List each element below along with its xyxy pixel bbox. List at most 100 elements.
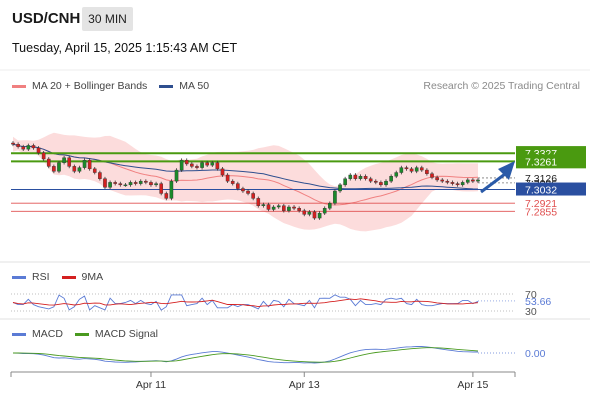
candle-down bbox=[302, 210, 307, 215]
candle-down bbox=[256, 198, 261, 206]
candle-up bbox=[322, 208, 327, 214]
candle-up bbox=[57, 162, 61, 172]
candle-down bbox=[159, 183, 163, 194]
currency-pair-title: USD/CNH bbox=[12, 10, 81, 27]
candle-down bbox=[144, 180, 148, 183]
legend-label-macd: MACD bbox=[32, 328, 63, 340]
price-tag-resistance: 7.3261 bbox=[525, 156, 557, 168]
candle-up bbox=[261, 204, 266, 206]
candle-down bbox=[297, 208, 301, 211]
candle-up bbox=[460, 182, 465, 186]
price-tag-pivot: 7.3032 bbox=[525, 185, 557, 197]
candle-down bbox=[374, 180, 378, 183]
chart-header: USD/CNH 30 MIN Tuesday, April 15, 2025 1… bbox=[0, 0, 590, 70]
candle-down bbox=[205, 162, 209, 166]
macd-line bbox=[12, 346, 478, 364]
9ma-swatch bbox=[61, 275, 76, 279]
timestamp: Tuesday, April 15, 2025 1:15:43 AM CET bbox=[12, 41, 238, 55]
rsi-level-label: 30 bbox=[525, 306, 537, 318]
candle-down bbox=[103, 178, 107, 188]
macd-value-label: 0.00 bbox=[525, 348, 546, 360]
candle-up bbox=[307, 211, 312, 215]
x-axis-label: Apr 13 bbox=[289, 379, 320, 391]
candle-up bbox=[343, 178, 347, 186]
candle-down bbox=[450, 182, 455, 184]
ma20-swatch bbox=[12, 84, 26, 88]
legend-label-ma20: MA 20 + Bollinger Bands bbox=[32, 80, 148, 92]
legend-item-ma50: MA 50 bbox=[159, 80, 209, 92]
x-axis-label: Apr 15 bbox=[457, 379, 488, 391]
candle-up bbox=[333, 190, 337, 204]
ma50-swatch bbox=[159, 84, 174, 88]
timeframe-button[interactable]: 30 MIN bbox=[82, 7, 133, 31]
legend-label-rsi: RSI bbox=[32, 271, 50, 283]
forecast-arrow-shaft bbox=[480, 172, 506, 194]
legend-item-rsi: RSI bbox=[12, 271, 50, 283]
candle-down bbox=[312, 211, 317, 219]
candle-up bbox=[169, 180, 174, 199]
price-tag-support: 7.2855 bbox=[525, 206, 557, 218]
candle-up bbox=[138, 180, 143, 184]
macd-signal-line bbox=[13, 347, 479, 363]
candle-up bbox=[399, 167, 404, 173]
candle-up bbox=[200, 162, 204, 168]
candle-down bbox=[435, 177, 439, 181]
candle-up bbox=[77, 167, 82, 172]
candle-down bbox=[16, 144, 20, 147]
candle-up bbox=[389, 176, 393, 182]
candle-down bbox=[21, 146, 26, 150]
candle-up bbox=[276, 205, 281, 208]
price-tag-support: 7.2921 bbox=[525, 198, 557, 210]
candle-down bbox=[236, 183, 240, 189]
candle-down bbox=[425, 169, 429, 174]
candle-down bbox=[36, 147, 41, 154]
candle-down bbox=[220, 168, 225, 176]
candle-up bbox=[384, 180, 388, 186]
candle-up bbox=[476, 179, 480, 182]
candle-down bbox=[455, 183, 460, 186]
candle-up bbox=[26, 145, 31, 150]
candle-up bbox=[348, 174, 353, 179]
candle-up bbox=[174, 169, 179, 182]
main-legend: MA 20 + Bollinger Bands MA 50 bbox=[12, 80, 221, 92]
macd-legend: MACD MACD Signal bbox=[12, 328, 170, 340]
candle-down bbox=[241, 188, 245, 192]
candle-down bbox=[282, 205, 286, 211]
candle-down bbox=[52, 166, 56, 172]
legend-item-ma20: MA 20 + Bollinger Bands bbox=[12, 80, 147, 92]
forecast-arrow-head bbox=[498, 161, 515, 180]
candle-down bbox=[266, 204, 271, 210]
macd-swatch bbox=[12, 332, 26, 336]
price-tag-bg bbox=[516, 182, 586, 196]
candle-up bbox=[108, 182, 112, 188]
candle-down bbox=[92, 168, 97, 173]
candle-down bbox=[246, 190, 250, 194]
candle-down bbox=[292, 206, 296, 209]
candle-down bbox=[353, 174, 358, 179]
candle-down bbox=[87, 160, 92, 170]
candle-down bbox=[11, 142, 15, 145]
macd-signal-swatch bbox=[74, 332, 89, 336]
rsi-level-label: 70 bbox=[525, 289, 537, 301]
candle-down bbox=[72, 166, 77, 172]
candle-up bbox=[414, 167, 419, 172]
candle-down bbox=[149, 182, 153, 186]
candle-down bbox=[363, 176, 368, 179]
candle-down bbox=[190, 163, 194, 167]
candle-down bbox=[113, 182, 117, 184]
rsi-9ma-line bbox=[12, 298, 479, 308]
candle-up bbox=[179, 160, 184, 171]
candle-up bbox=[123, 184, 128, 187]
candle-down bbox=[379, 182, 383, 186]
candle-down bbox=[251, 193, 255, 199]
candle-up bbox=[338, 184, 342, 192]
candle-up bbox=[358, 176, 363, 179]
candle-down bbox=[215, 162, 220, 170]
candle-up bbox=[82, 160, 87, 168]
candle-down bbox=[419, 167, 424, 171]
candle-down bbox=[404, 167, 409, 170]
candle-down bbox=[471, 179, 475, 182]
candle-down bbox=[430, 173, 434, 178]
candle-up bbox=[62, 157, 66, 163]
